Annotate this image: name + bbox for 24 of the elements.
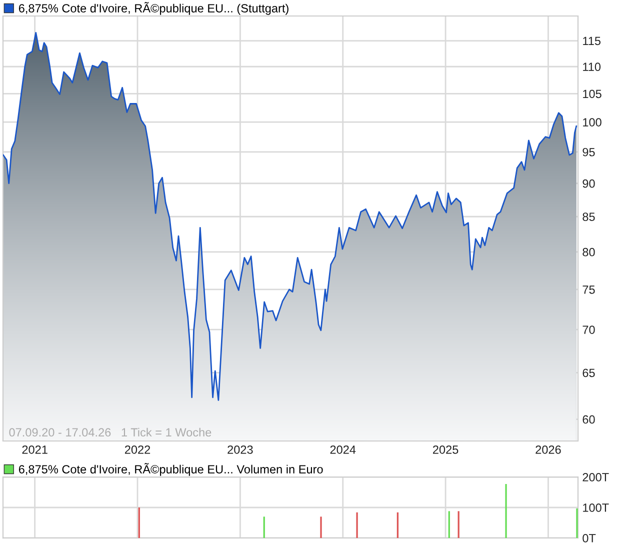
- y-tick-label: 65: [582, 368, 595, 378]
- legend-label: 6,875% Cote d'Ivoire, RÃ©publique EU... (Stuttgart): [18, 2, 288, 15]
- y-tick-label: 85: [582, 212, 595, 222]
- y-tick-label: 105: [583, 90, 602, 98]
- y-tick-label: 70: [582, 326, 595, 334]
- y-tick-label: 115: [583, 36, 600, 46]
- y-tick-label: 75: [582, 286, 595, 294]
- y-tick-label: 60: [582, 415, 595, 424]
- x-tick-label: 2025: [433, 445, 458, 454]
- x-tick-label: 2024: [330, 445, 356, 454]
- annotation: 07.09.20 - 17.04.26 1 Tick = 1 Woche: [9, 428, 212, 437]
- x-tick-label: 2026: [536, 445, 561, 454]
- x-tick-label: 2023: [228, 445, 253, 454]
- legend-label: 6,875% Cote d'Ivoire, RÃ©publique EU... Volumen in Euro: [18, 463, 323, 476]
- y-tick-label: 0T: [582, 534, 596, 542]
- y-tick-label: 200T: [582, 473, 609, 482]
- y-tick-label: 110: [583, 62, 601, 72]
- y-tick-label: 80: [582, 248, 595, 256]
- y-tick-label: 95: [582, 148, 595, 156]
- x-tick-label: 2021: [22, 445, 48, 454]
- y-tick-label: 90: [582, 179, 595, 188]
- y-tick-label: 100T: [583, 504, 609, 512]
- x-tick-label: 2022: [124, 445, 150, 454]
- y-tick-label: 100: [583, 118, 602, 126]
